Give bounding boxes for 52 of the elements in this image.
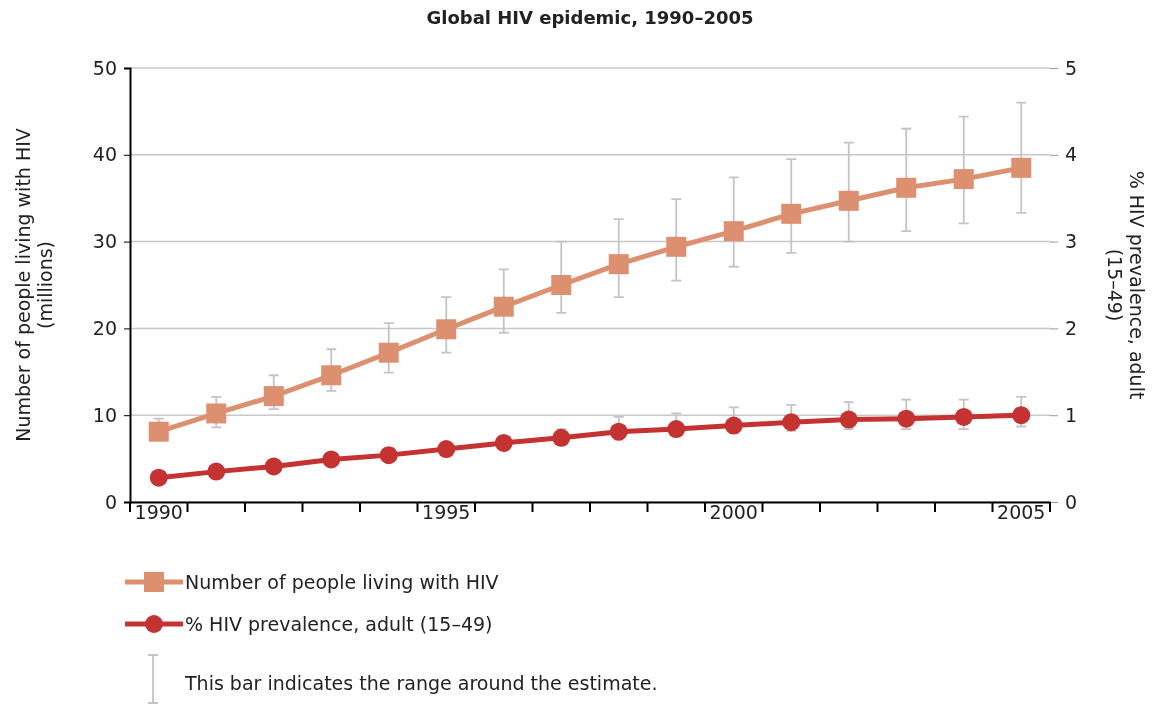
chart-title: Global HIV epidemic, 1990–2005 <box>426 7 754 28</box>
point <box>667 420 686 439</box>
text: This bar indicates the range around the estimate. <box>184 672 658 694</box>
y-tick-label: 0 <box>104 490 117 513</box>
point <box>264 457 283 476</box>
y2-tick-label: 0 <box>1065 490 1078 513</box>
y2-tick-label: 2 <box>1065 316 1078 339</box>
point <box>321 365 342 386</box>
point <box>207 462 226 481</box>
point <box>724 416 743 435</box>
point <box>723 221 744 242</box>
legend-label: % HIV prevalence, adult (15–49) <box>185 613 493 635</box>
y2-tick-label: 1 <box>1065 403 1078 426</box>
point <box>953 169 974 190</box>
point <box>1011 157 1032 178</box>
point <box>551 275 572 295</box>
legend-label: Number of people living with HIV <box>185 571 499 593</box>
point <box>206 403 227 424</box>
point <box>666 236 687 257</box>
point <box>436 319 457 340</box>
point <box>954 407 973 426</box>
y2-axis-title: % HIV prevalence, adult (15–49) <box>1104 170 1148 400</box>
y-tick-label: 30 <box>92 230 117 253</box>
x-tick-label: 2005 <box>997 501 1046 523</box>
y-tick-label: 10 <box>92 403 117 426</box>
point <box>608 254 629 275</box>
point <box>782 413 801 432</box>
point <box>493 296 514 317</box>
point <box>437 440 456 459</box>
point <box>148 421 169 442</box>
y2-tick-label: 3 <box>1065 230 1078 253</box>
point <box>897 409 916 428</box>
point <box>149 468 168 487</box>
x-tick-label: 1990 <box>134 501 183 523</box>
point <box>896 177 917 198</box>
x-tick-label: 2000 <box>709 501 758 523</box>
y-axis-title: Number of people living with HIV (millions) <box>12 128 56 442</box>
point <box>839 410 858 429</box>
x-tick-label: 1995 <box>422 501 471 523</box>
point <box>322 450 341 469</box>
point <box>494 433 513 452</box>
y-tick-label: 20 <box>92 316 117 339</box>
point <box>263 386 284 407</box>
point <box>838 190 859 211</box>
y-tick-label: 40 <box>92 143 117 166</box>
y2-tick-label: 5 <box>1065 56 1078 79</box>
y2-tick-label: 4 <box>1065 143 1078 166</box>
y-tick-label: 50 <box>92 56 117 79</box>
point <box>609 422 628 441</box>
point <box>1012 406 1031 425</box>
point <box>781 203 802 224</box>
point <box>378 342 399 363</box>
